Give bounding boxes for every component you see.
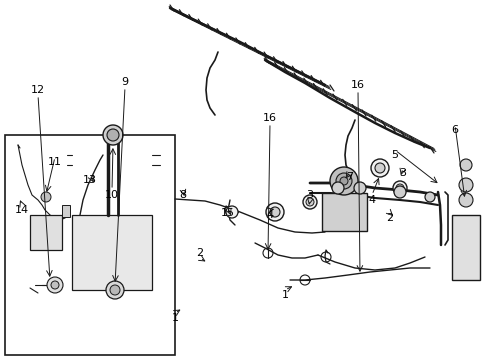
Text: 1: 1: [171, 313, 178, 323]
Circle shape: [269, 207, 280, 217]
Text: 11: 11: [48, 157, 62, 167]
Text: 13: 13: [83, 175, 97, 185]
Circle shape: [110, 285, 120, 295]
Circle shape: [303, 195, 316, 209]
Text: 2: 2: [196, 248, 203, 258]
Text: 5: 5: [391, 150, 398, 160]
Circle shape: [106, 281, 124, 299]
Text: 2: 2: [386, 213, 393, 223]
Text: 14: 14: [15, 205, 29, 215]
Circle shape: [374, 163, 384, 173]
Circle shape: [265, 203, 284, 221]
Text: 7: 7: [346, 172, 353, 182]
Circle shape: [395, 184, 403, 192]
Circle shape: [458, 178, 472, 192]
Circle shape: [424, 192, 434, 202]
Circle shape: [458, 193, 472, 207]
Text: 3: 3: [399, 168, 406, 178]
Circle shape: [329, 167, 357, 195]
Text: 9: 9: [121, 77, 128, 87]
Bar: [5, 135, 175, 355]
Text: 12: 12: [31, 85, 45, 95]
Circle shape: [370, 159, 388, 177]
Circle shape: [225, 206, 238, 218]
Circle shape: [392, 181, 406, 195]
Bar: [451, 215, 479, 280]
Text: 16: 16: [263, 113, 276, 123]
Circle shape: [305, 198, 313, 206]
Circle shape: [51, 281, 59, 289]
Circle shape: [41, 192, 51, 202]
Circle shape: [107, 129, 119, 141]
Text: 6: 6: [450, 125, 458, 135]
Text: 8: 8: [179, 190, 186, 200]
Text: 1: 1: [281, 290, 288, 300]
Text: 4: 4: [367, 195, 375, 205]
Circle shape: [353, 182, 365, 194]
Circle shape: [331, 182, 343, 194]
Bar: [62, 205, 70, 217]
Circle shape: [339, 177, 347, 185]
Text: 3: 3: [306, 190, 313, 200]
Text: 15: 15: [221, 208, 235, 218]
Bar: [30, 215, 62, 250]
Bar: [321, 193, 366, 231]
Text: 4: 4: [266, 210, 273, 220]
Bar: [72, 215, 152, 290]
Circle shape: [47, 277, 63, 293]
Circle shape: [103, 125, 123, 145]
Text: 10: 10: [105, 190, 119, 200]
Circle shape: [335, 173, 351, 189]
Text: 16: 16: [350, 80, 364, 90]
Circle shape: [393, 186, 405, 198]
Circle shape: [459, 159, 471, 171]
